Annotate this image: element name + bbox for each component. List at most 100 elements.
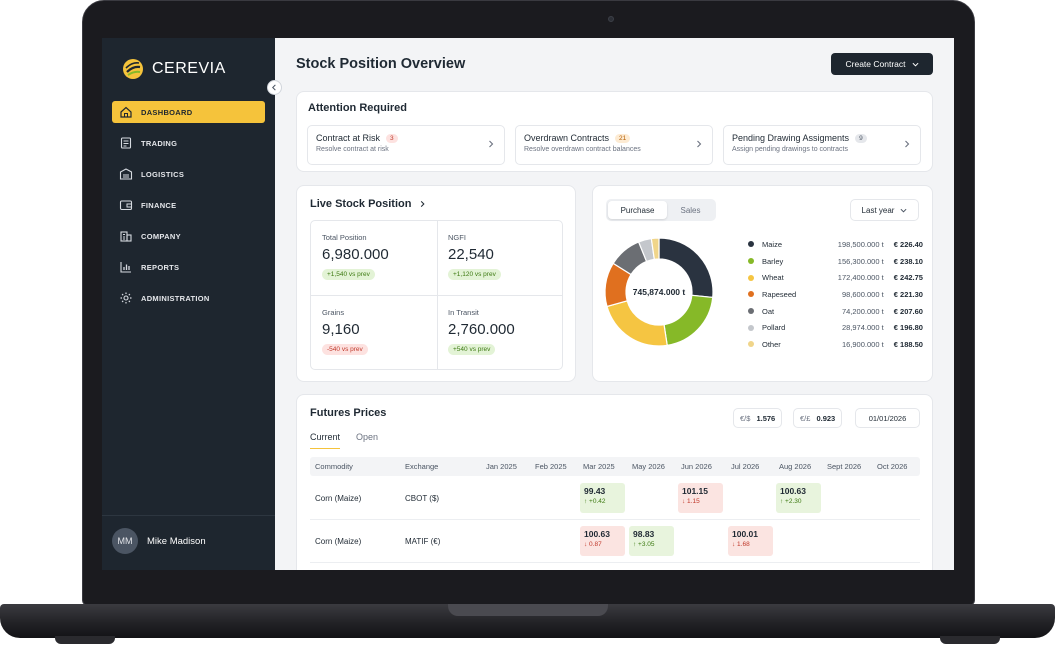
sidebar-item-dashboard[interactable]: DASHBOARD: [112, 101, 265, 123]
column-header[interactable]: Sept 2026: [827, 462, 862, 471]
column-header[interactable]: Feb 2025: [535, 462, 567, 471]
column-header[interactable]: Mar 2025: [583, 462, 615, 471]
legend-quantity: 198,500.000 t: [837, 239, 884, 249]
sidebar-item-label: ADMINISTRATION: [141, 293, 210, 303]
donut-slice-barley[interactable]: [663, 294, 714, 347]
sidebar-item-label: FINANCE: [141, 200, 177, 210]
legend-price: € 207.60: [893, 306, 923, 316]
price-cell[interactable]: 100.63 ↓ 0.87: [580, 526, 625, 556]
period-select[interactable]: Last year: [850, 199, 919, 221]
column-header[interactable]: Commodity: [315, 462, 353, 471]
price-cell[interactable]: 98.83 ↑ +3.05: [629, 526, 674, 556]
camera: [608, 16, 614, 22]
sidebar-item-trading[interactable]: TRADING: [112, 132, 265, 154]
attention-item-title: Overdrawn Contracts: [524, 133, 610, 143]
legend-swatch: [748, 291, 754, 298]
legend-price: € 188.50: [893, 339, 923, 349]
futures-tabs: Current Open: [310, 432, 378, 449]
attention-item[interactable]: Contract at Risk 3 Resolve contract at ris…: [307, 125, 505, 165]
delta-badge: -540 vs prev: [322, 344, 368, 355]
attention-item[interactable]: Pending Drawing Assigments 9 Assign pendin…: [723, 125, 921, 165]
date-value: 01/01/2026: [868, 413, 907, 423]
brand[interactable]: CEREVIA: [122, 58, 226, 80]
sidebar-item-finance[interactable]: FINANCE: [112, 194, 265, 216]
delta-badge: +1,120 vs prev: [448, 269, 501, 280]
table-row[interactable]: Corn (Maize) MATIF (€) 100.63 ↓ 0.87 98.83 ↑ …: [310, 520, 920, 563]
page-title: Stock Position Overview: [296, 56, 466, 72]
live-stock-title: Live Stock Position: [310, 198, 412, 210]
column-header[interactable]: Aug 2026: [779, 462, 812, 471]
legend-price: € 221.30: [893, 289, 923, 299]
sidebar-item-logistics[interactable]: LOGISTICS: [112, 163, 265, 185]
column-header[interactable]: Jun 2026: [681, 462, 712, 471]
bar-chart-icon: [119, 260, 133, 274]
tab-purchase[interactable]: Purchase: [608, 201, 667, 219]
tab-sales[interactable]: Sales: [680, 205, 701, 215]
donut-slice-other[interactable]: [650, 237, 660, 261]
legend-quantity: 28,974.000 t: [841, 323, 884, 333]
donut-slice-wheat[interactable]: [606, 300, 668, 347]
legend-label: Oat: [762, 306, 775, 316]
live-stock-card: Live Stock Position Total Position 6,980.…: [296, 185, 576, 382]
fx-usd-value: 1.576: [756, 413, 776, 423]
metric-label: NGFI: [448, 233, 466, 242]
price-change: ↑ +0.42: [584, 498, 606, 505]
price-cell[interactable]: 100.63 ↑ +2.30: [776, 483, 821, 513]
user-profile[interactable]: MM Mike Madison: [112, 528, 206, 554]
sidebar-item-reports[interactable]: REPORTS: [112, 256, 265, 278]
chevron-down-icon: [900, 208, 907, 213]
document-icon: [119, 136, 133, 150]
stock-metric: Total Position 6,980.000 +1,540 vs prev: [311, 221, 437, 296]
purchase-sales-toggle: Purchase Sales: [606, 199, 716, 221]
legend-quantity: 98,600.000 t: [841, 289, 884, 299]
sidebar: CEREVIA DASHBOARD TRADING LOGISTICS FINANCE…: [102, 38, 275, 570]
home-icon: [119, 105, 133, 119]
metric-value: 6,980.000: [322, 246, 389, 263]
column-header[interactable]: Jan 2025: [486, 462, 517, 471]
price-cell[interactable]: 99.43 ↑ +0.42: [580, 483, 625, 513]
fx-usd-label: €/$: [740, 413, 751, 423]
legend-item: Rapeseed 98,600.000 t € 221.30: [748, 286, 923, 303]
metric-label: Grains: [322, 308, 345, 317]
column-header[interactable]: Exchange: [405, 462, 439, 471]
sidebar-item-administration[interactable]: ADMINISTRATION: [112, 287, 265, 309]
create-contract-button[interactable]: Create Contract: [831, 53, 933, 75]
delta-badge: +540 vs prev: [448, 344, 496, 355]
date-picker[interactable]: 01/01/2026: [855, 408, 920, 428]
legend-swatch: [748, 341, 754, 348]
fx-gbp: €/£ 0.923: [793, 408, 843, 428]
chevron-down-icon: [912, 62, 918, 67]
commodity-cell: Corn (Maize): [315, 494, 362, 503]
legend-item: Barley 156,300.000 t € 238.10: [748, 253, 923, 270]
create-contract-label: Create Contract: [845, 59, 906, 69]
tab-open[interactable]: Open: [356, 432, 379, 442]
divider: [102, 515, 275, 516]
legend-swatch: [748, 258, 754, 265]
legend-price: € 242.75: [893, 273, 923, 283]
chevron-left-icon: [272, 84, 276, 91]
sidebar-item-label: COMPANY: [141, 231, 181, 241]
price-value: 100.01: [732, 529, 758, 539]
attention-item[interactable]: Overdrawn Contracts 21 Resolve overdrawn c…: [515, 125, 713, 165]
column-header[interactable]: May 2026: [632, 462, 665, 471]
table-row[interactable]: Corn (Maize) CBOT ($) 99.43 ↑ +0.42 101.15 ↓ …: [310, 477, 920, 520]
chevron-right-icon: [421, 201, 426, 207]
metric-value: 22,540: [448, 246, 494, 263]
price-cell[interactable]: 100.01 ↓ 1.68: [728, 526, 773, 556]
legend-quantity: 156,300.000 t: [837, 256, 884, 266]
price-cell[interactable]: 101.15 ↓ 1.15: [678, 483, 723, 513]
price-value: 101.15: [682, 486, 708, 496]
tab-current[interactable]: Current: [310, 432, 341, 449]
column-header[interactable]: Jul 2026: [731, 462, 760, 471]
sidebar-item-company[interactable]: COMPANY: [112, 225, 265, 247]
sidebar-item-label: TRADING: [141, 138, 178, 148]
chevron-right-icon: [696, 140, 702, 150]
live-stock-header[interactable]: Live Stock Position: [310, 198, 426, 210]
column-header[interactable]: Oct 2026: [877, 462, 908, 471]
metric-value: 2,760.000: [448, 321, 515, 338]
legend-item: Pollard 28,974.000 t € 196.80: [748, 319, 923, 336]
collapse-sidebar-button[interactable]: [267, 80, 282, 95]
price-value: 99.43: [584, 486, 606, 496]
futures-table-header: Commodity Exchange Jan 2025 Feb 2025 Mar 202…: [310, 457, 920, 476]
attention-item-title: Contract at Risk: [316, 133, 381, 143]
